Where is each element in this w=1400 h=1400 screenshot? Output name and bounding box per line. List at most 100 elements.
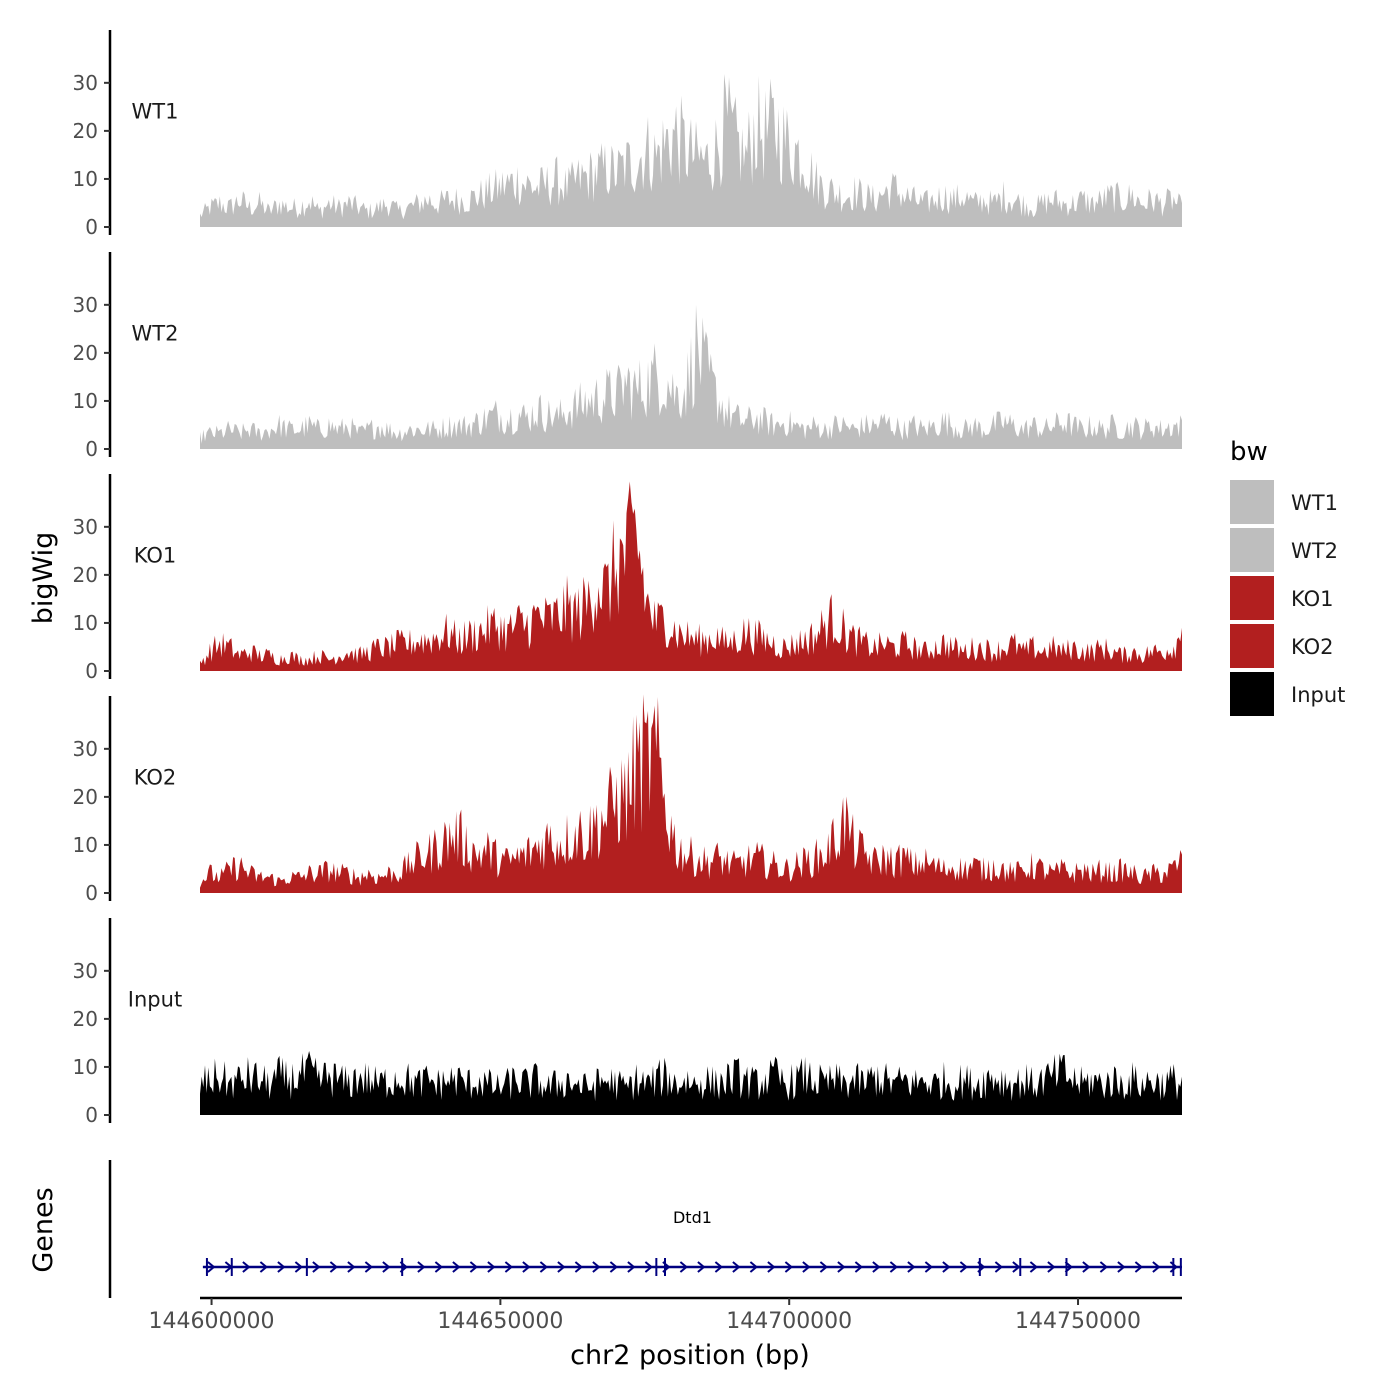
signal-area-input (200, 1051, 1182, 1115)
strand-arrow (1152, 1261, 1161, 1273)
strand-arrow (539, 1261, 548, 1273)
x-tick-label: 144700000 (726, 1309, 852, 1334)
track-label-ko2: KO2 (134, 766, 177, 790)
track-label-wt2: WT2 (132, 322, 179, 346)
track-panels: 0 10 20 30 WT1 0 10 20 30 WT2 0 10 20 30 KO1 0 10 20 30 KO2… (73, 30, 1182, 1127)
strand-arrow (889, 1261, 898, 1273)
strand-arrow (382, 1261, 391, 1273)
strand-arrow (1029, 1261, 1038, 1273)
y-axis-title: bigWig (28, 532, 59, 625)
signal-area-ko1 (200, 481, 1182, 671)
strand-arrow (854, 1261, 863, 1273)
strand-arrow (924, 1261, 933, 1273)
strand-arrow (294, 1261, 303, 1273)
y-tick-label: 0 (85, 881, 98, 905)
y-tick-label: 20 (73, 1007, 98, 1031)
x-axis-title: chr2 position (bp) (570, 1340, 810, 1371)
strand-arrow (469, 1261, 478, 1273)
y-tick-label: 20 (73, 785, 98, 809)
strand-arrow (434, 1261, 443, 1273)
y-tick-label: 10 (73, 611, 98, 635)
gene-dtd1: Dtd1 (202, 1208, 1182, 1276)
legend-label-wt1: WT1 (1291, 491, 1338, 515)
strand-arrow (1012, 1261, 1021, 1273)
legend-key-wt1 (1230, 480, 1274, 524)
legend-key-input (1230, 672, 1274, 716)
strand-arrow (1082, 1261, 1091, 1273)
track-label-wt1: WT1 (132, 100, 179, 124)
legend-key-ko2 (1230, 624, 1274, 668)
strand-arrow (784, 1261, 793, 1273)
y-tick-label: 30 (73, 71, 98, 95)
strand-arrow (574, 1261, 583, 1273)
strand-arrow (697, 1261, 706, 1273)
strand-arrow (504, 1261, 513, 1273)
track-ko1: 0 10 20 30 KO1 (73, 474, 1182, 683)
legend: bw WT1 WT2 KO1 KO2 Input (1230, 437, 1345, 716)
strand-arrow (207, 1261, 216, 1273)
strand-arrow (714, 1261, 723, 1273)
y-tick-label: 0 (85, 215, 98, 239)
gene-label: Dtd1 (673, 1208, 712, 1227)
x-tick-label: 144650000 (437, 1309, 563, 1334)
track-ko2: 0 10 20 30 KO2 (73, 694, 1182, 905)
x-tick-label: 144600000 (149, 1309, 275, 1334)
strand-arrow (609, 1261, 618, 1273)
y-tick-label: 0 (85, 1103, 98, 1127)
strand-arrow (1134, 1261, 1143, 1273)
strand-arrow (837, 1261, 846, 1273)
legend-label-input: Input (1291, 683, 1345, 707)
y-tick-label: 30 (73, 737, 98, 761)
strand-arrow (1117, 1261, 1126, 1273)
strand-arrow (329, 1261, 338, 1273)
strand-arrow (1047, 1261, 1056, 1273)
strand-arrow (1099, 1261, 1108, 1273)
strand-arrow (277, 1261, 286, 1273)
strand-arrow (732, 1261, 741, 1273)
legend-label-ko1: KO1 (1291, 587, 1334, 611)
strand-arrow (644, 1261, 653, 1273)
legend-title: bw (1230, 437, 1268, 467)
signal-area-ko2 (200, 694, 1182, 893)
strand-arrow (592, 1261, 601, 1273)
signal-area-wt2 (200, 304, 1182, 449)
strand-arrow (802, 1261, 811, 1273)
gene-track-title: Genes (28, 1187, 59, 1272)
track-input: 0 10 20 30 Input (73, 918, 1182, 1127)
track-label-input: Input (128, 988, 182, 1012)
y-tick-label: 10 (73, 167, 98, 191)
legend-label-wt2: WT2 (1291, 539, 1338, 563)
strand-arrow (942, 1261, 951, 1273)
track-wt1: 0 10 20 30 WT1 (73, 30, 1182, 239)
y-tick-label: 0 (85, 437, 98, 461)
gene-track: Dtd1 (108, 1160, 1182, 1298)
strand-arrow (557, 1261, 566, 1273)
strand-arrow (347, 1261, 356, 1273)
strand-arrow (364, 1261, 373, 1273)
strand-arrow (679, 1261, 688, 1273)
y-tick-label: 30 (73, 515, 98, 539)
y-tick-label: 10 (73, 1055, 98, 1079)
strand-arrow (487, 1261, 496, 1273)
strand-arrow (959, 1261, 968, 1273)
strand-arrow (417, 1261, 426, 1273)
strand-arrow (907, 1261, 916, 1273)
y-tick-label: 10 (73, 833, 98, 857)
y-tick-label: 30 (73, 959, 98, 983)
strand-arrow (994, 1261, 1003, 1273)
x-tick-label: 144750000 (1015, 1309, 1141, 1334)
track-label-ko1: KO1 (134, 544, 177, 568)
strand-arrow (627, 1261, 636, 1273)
track-wt2: 0 10 20 30 WT2 (73, 252, 1182, 461)
y-tick-label: 0 (85, 659, 98, 683)
strand-arrow (749, 1261, 758, 1273)
y-tick-label: 20 (73, 119, 98, 143)
strand-arrow (872, 1261, 881, 1273)
x-axis: 144600000 144650000 144700000 144750000 (149, 1296, 1182, 1334)
strand-arrow (312, 1261, 321, 1273)
strand-arrow (819, 1261, 828, 1273)
y-tick-label: 10 (73, 389, 98, 413)
y-tick-label: 20 (73, 341, 98, 365)
strand-arrow (522, 1261, 531, 1273)
